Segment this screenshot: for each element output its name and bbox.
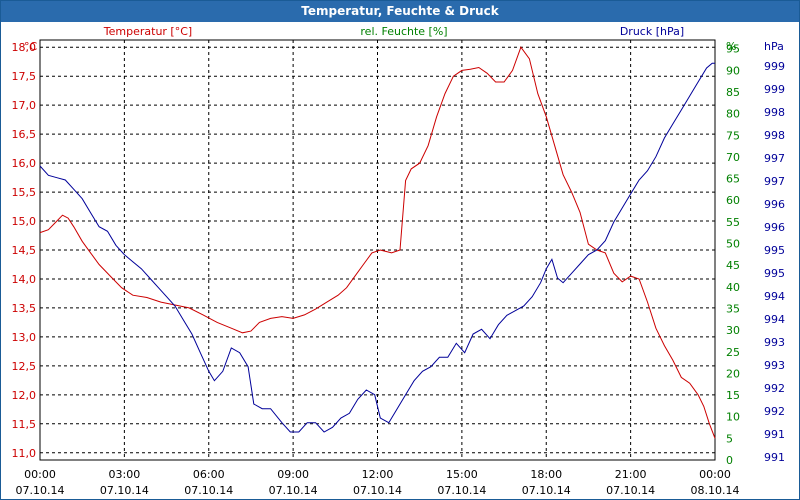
- temperature-tick-label: 11,0: [12, 447, 37, 460]
- humidity-tick-label: 95: [726, 43, 740, 56]
- x-date-label: 07.10.14: [100, 484, 149, 497]
- pressure-series-line: [39, 62, 715, 433]
- temperature-tick-label: 16,5: [12, 128, 37, 141]
- pressure-tick-label: 996: [764, 221, 785, 234]
- pressure-tick-label: 994: [764, 290, 785, 303]
- humidity-tick-label: 45: [726, 259, 740, 272]
- pressure-tick-label: 997: [764, 175, 785, 188]
- pressure-unit-label: hPa: [764, 40, 784, 53]
- humidity-tick-label: 40: [726, 281, 740, 294]
- humidity-tick-label: 0: [726, 454, 733, 467]
- temperature-tick-label: 12,0: [12, 389, 37, 402]
- pressure-tick-label: 993: [764, 359, 785, 372]
- humidity-tick-label: 85: [726, 86, 740, 99]
- humidity-tick-label: 35: [726, 302, 740, 315]
- temperature-series-line: [39, 46, 716, 439]
- pressure-axis-title: Druck [hPa]: [620, 25, 684, 38]
- temperature-tick-label: 16,0: [12, 157, 37, 170]
- humidity-tick-label: 80: [726, 108, 740, 121]
- temperature-tick-label: 11,5: [12, 418, 37, 431]
- temperature-tick-label: 14,0: [12, 273, 37, 286]
- pressure-tick-label: 998: [764, 129, 785, 142]
- temperature-tick-label: 18,0: [12, 41, 37, 54]
- x-time-label: 00:00: [24, 468, 56, 481]
- humidity-tick-label: 75: [726, 129, 740, 142]
- pressure-tick-label: 993: [764, 336, 785, 349]
- x-time-label: 21:00: [615, 468, 647, 481]
- x-date-label: 07.10.14: [606, 484, 655, 497]
- x-date-label: 07.10.14: [16, 484, 65, 497]
- humidity-tick-label: 10: [726, 411, 740, 424]
- x-time-label: 12:00: [362, 468, 394, 481]
- humidity-tick-label: 70: [726, 151, 740, 164]
- x-time-label: 03:00: [109, 468, 141, 481]
- humidity-axis-title: rel. Feuchte [%]: [360, 25, 447, 38]
- pressure-tick-label: 999: [764, 60, 785, 73]
- pressure-tick-label: 995: [764, 244, 785, 257]
- humidity-tick-label: 25: [726, 346, 740, 359]
- x-date-label: 07.10.14: [522, 484, 571, 497]
- pressure-tick-label: 998: [764, 106, 785, 119]
- grid-lines: [40, 40, 715, 460]
- x-date-label: 08.10.14: [691, 484, 740, 497]
- temperature-tick-label: 17,5: [12, 70, 37, 83]
- humidity-tick-label: 55: [726, 216, 740, 229]
- humidity-tick-label: 20: [726, 367, 740, 380]
- temperature-unit-label: °C: [24, 40, 38, 53]
- pressure-tick-label: 992: [764, 382, 785, 395]
- pressure-tick-label: 991: [764, 428, 785, 441]
- x-date-label: 07.10.14: [353, 484, 402, 497]
- x-date-label: 07.10.14: [437, 484, 486, 497]
- pressure-tick-label: 994: [764, 313, 785, 326]
- pressure-tick-label: 995: [764, 267, 785, 280]
- x-time-label: 06:00: [193, 468, 225, 481]
- x-time-label: 00:00: [699, 468, 731, 481]
- pressure-tick-label: 991: [764, 451, 785, 464]
- series-layer: [39, 46, 716, 439]
- temperature-tick-label: 15,0: [12, 215, 37, 228]
- x-time-label: 15:00: [446, 468, 478, 481]
- humidity-tick-label: 5: [726, 432, 733, 445]
- humidity-tick-label: 90: [726, 64, 740, 77]
- x-time-label: 18:00: [530, 468, 562, 481]
- x-date-label: 07.10.14: [184, 484, 233, 497]
- pressure-tick-label: 996: [764, 198, 785, 211]
- pressure-tick-label: 999: [764, 83, 785, 96]
- humidity-tick-label: 60: [726, 194, 740, 207]
- humidity-tick-label: 15: [726, 389, 740, 402]
- humidity-tick-label: 50: [726, 238, 740, 251]
- temperature-tick-label: 12,5: [12, 360, 37, 373]
- pressure-tick-label: 997: [764, 152, 785, 165]
- chart-title: Temperatur, Feuchte & Druck: [1, 1, 799, 22]
- pressure-tick-label: 992: [764, 405, 785, 418]
- temperature-axis-title: Temperatur [°C]: [103, 25, 192, 38]
- temperature-tick-label: 13,5: [12, 302, 37, 315]
- temperature-tick-label: 15,5: [12, 186, 37, 199]
- humidity-tick-label: 65: [726, 173, 740, 186]
- axes-layer: 00:00 07.10.14 03:00 07.10.14 06:00 07.10.14 0…: [12, 25, 786, 497]
- humidity-unit-label: %: [726, 40, 736, 53]
- x-date-label: 07.10.14: [269, 484, 318, 497]
- temperature-tick-label: 14,5: [12, 244, 37, 257]
- temperature-tick-label: 17,0: [12, 99, 37, 112]
- humidity-tick-label: 30: [726, 324, 740, 337]
- x-time-label: 09:00: [277, 468, 309, 481]
- temperature-tick-label: 13,0: [12, 331, 37, 344]
